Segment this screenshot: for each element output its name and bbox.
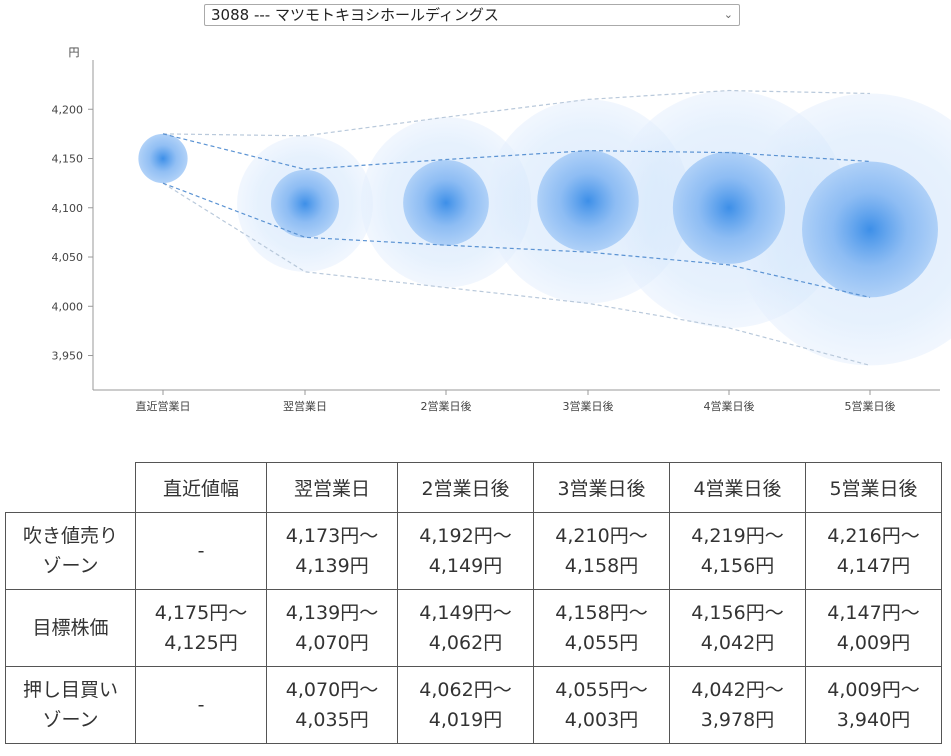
- table-column-header: 2営業日後: [397, 462, 534, 513]
- table-cell: 4,149円～ 4,062円: [397, 589, 534, 667]
- table-cell: 4,042円～ 3,978円: [669, 666, 806, 744]
- table-cell: 4,009円～ 3,940円: [805, 666, 942, 744]
- table-cell: 4,192円～ 4,149円: [397, 512, 534, 590]
- stock-selector-value: 3088 --- マツモトキヨシホールディングス: [211, 6, 499, 24]
- y-tick-label: 4,050: [52, 251, 84, 264]
- y-tick-label: 4,100: [52, 202, 84, 215]
- target-range-bubble: [403, 159, 489, 246]
- x-tick-label: 直近営業日: [136, 399, 191, 413]
- table-column-header: 5営業日後: [805, 462, 942, 513]
- table-row: 目標株価 4,175円～ 4,125円 4,139円～ 4,070円 4,149円～ 4,0…: [5, 589, 942, 667]
- table-cell: 4,062円～ 4,019円: [397, 666, 534, 744]
- table-column-header: 3営業日後: [533, 462, 670, 513]
- table-column-header: 4営業日後: [669, 462, 806, 513]
- table-cell: 4,070円～ 4,035円: [266, 666, 398, 744]
- table-corner: [5, 462, 136, 513]
- target-range-bubble: [138, 133, 188, 184]
- target-range-bubble: [672, 151, 786, 264]
- target-range-bubble: [271, 169, 339, 238]
- table-cell: 4,156円～ 4,042円: [669, 589, 806, 667]
- forecast-table: 直近値幅 翌営業日 2営業日後 3営業日後 4営業日後 5営業日後 吹き値売り ゾーン -4,1…: [5, 462, 942, 744]
- table-column-header: 翌営業日: [266, 462, 398, 513]
- table-cell: 4,216円～ 4,147円: [805, 512, 942, 590]
- table-cell: 4,147円～ 4,009円: [805, 589, 942, 667]
- target-range-bubble: [802, 161, 938, 298]
- y-tick-label: 3,950: [52, 350, 84, 363]
- chevron-down-icon[interactable]: ⌄: [723, 8, 733, 21]
- table-cell: 4,173円～ 4,139円: [266, 512, 398, 590]
- x-tick-label: 3営業日後: [563, 399, 614, 413]
- table-row-label: 目標株価: [5, 589, 136, 667]
- table-row-label: 押し目買い ゾーン: [5, 666, 136, 744]
- table-row: 押し目買い ゾーン -4,070円～ 4,035円 4,062円～ 4,019円 4,055…: [5, 666, 942, 744]
- y-tick-label: 4,000: [52, 300, 84, 313]
- table-row: 吹き値売り ゾーン -4,173円～ 4,139円 4,192円～ 4,149円 4,210…: [5, 512, 942, 590]
- target-upper-line: [162, 133, 871, 170]
- table-cell: 4,055円～ 4,003円: [533, 666, 670, 744]
- table-cell: -: [135, 666, 267, 744]
- table-cell: -: [135, 512, 267, 590]
- table-cell: 4,175円～ 4,125円: [135, 589, 267, 667]
- forecast-bubble-chart: 円 3,950 4,000 4,050 4,100 4,150 4,200 直近営業日 翌営業日…: [52, 46, 951, 413]
- table-cell: 4,219円～ 4,156円: [669, 512, 806, 590]
- table-row-label: 吹き値売り ゾーン: [5, 512, 136, 590]
- y-axis-unit-label: 円: [69, 46, 80, 59]
- x-tick-label: 2営業日後: [421, 399, 472, 413]
- table-cell: 4,158円～ 4,055円: [533, 589, 670, 667]
- y-tick-label: 4,150: [52, 153, 84, 166]
- target-range-bubble: [537, 150, 639, 252]
- stock-selector[interactable]: 3088 --- マツモトキヨシホールディングス ⌄: [204, 4, 740, 26]
- y-tick-label: 4,200: [52, 103, 84, 116]
- x-tick-label: 5営業日後: [845, 399, 896, 413]
- target-lower-line: [162, 182, 871, 298]
- table-cell: 4,139円～ 4,070円: [266, 589, 398, 667]
- x-tick-label: 4営業日後: [704, 399, 755, 413]
- outer-lower-line: [162, 182, 871, 366]
- table-cell: 4,210円～ 4,158円: [533, 512, 670, 590]
- x-tick-label: 翌営業日: [283, 399, 327, 413]
- table-column-header: 直近値幅: [135, 462, 267, 513]
